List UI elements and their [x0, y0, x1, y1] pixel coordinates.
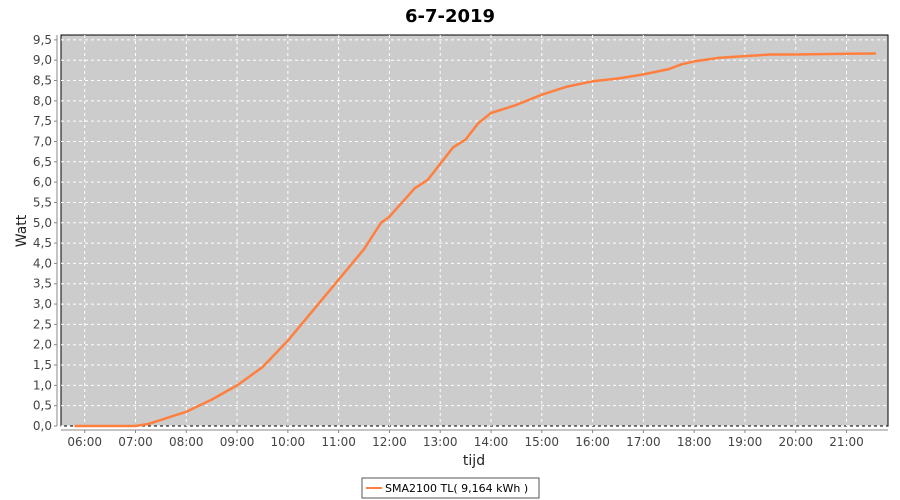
x-tick-label: 08:00: [169, 435, 204, 449]
y-tick-label: 4,0: [33, 256, 52, 270]
y-tick-label: 5,5: [33, 195, 52, 209]
legend: SMA2100 TL( 9,164 kWh ): [361, 477, 540, 499]
x-tick-label: 07:00: [118, 435, 153, 449]
y-tick-label: 0,0: [33, 419, 52, 433]
y-tick-label: 8,5: [33, 74, 52, 88]
series-line: [74, 52, 877, 428]
y-tick-label: 7,5: [33, 114, 52, 128]
x-tick-label: 06:00: [67, 435, 102, 449]
y-tick-label: 5,0: [33, 216, 52, 230]
y-tick-label: 2,5: [33, 317, 52, 331]
legend-label: SMA2100 TL( 9,164 kWh ): [385, 482, 528, 495]
y-tick-label: 9,0: [33, 53, 52, 67]
x-tick-label: 12:00: [372, 435, 407, 449]
y-tick-label: 6,5: [33, 155, 52, 169]
x-tick-label: 09:00: [220, 435, 255, 449]
y-tick-label: 0,5: [33, 399, 52, 413]
x-tick-label: 16:00: [575, 435, 610, 449]
y-tick-label: 9,5: [33, 33, 52, 47]
y-tick-label: 7,0: [33, 134, 52, 148]
x-tick-label: 15:00: [524, 435, 559, 449]
x-tick-label: 17:00: [626, 435, 661, 449]
x-tick-label: 14:00: [474, 435, 509, 449]
y-tick-label: 4,5: [33, 236, 52, 250]
y-axis: 0,0 0,5 1,0 1,5 2,0 2,5 3,0 3,5 4,0 4,5 5,0 5,5 6,0 6…: [33, 33, 58, 433]
chart-title: 6-7-2019: [405, 6, 495, 27]
x-tick-label: 18:00: [677, 435, 712, 449]
x-axis-label: tijd: [463, 453, 485, 469]
x-tick-label: 13:00: [423, 435, 458, 449]
y-tick-label: 1,0: [33, 378, 52, 392]
series-layer: [74, 52, 877, 428]
x-tick-label: 10:00: [271, 435, 306, 449]
y-axis-label: Watt: [14, 214, 30, 247]
y-tick-label: 3,5: [33, 277, 52, 291]
x-tick-label: 21:00: [829, 435, 864, 449]
x-tick-label: 19:00: [728, 435, 763, 449]
y-tick-label: 1,5: [33, 358, 52, 372]
legend-box: [361, 477, 540, 499]
x-axis: 06:00 07:00 08:00 09:00 10:00 11:00 12:00 13:00…: [61, 429, 888, 449]
plot-area: [60, 34, 889, 427]
y-tick-label: 6,0: [33, 175, 52, 189]
y-tick-label: 2,0: [33, 338, 52, 352]
x-tick-label: 20:00: [778, 435, 813, 449]
x-tick-label: 11:00: [321, 435, 356, 449]
grid: [61, 35, 888, 427]
y-tick-label: 8,0: [33, 94, 52, 108]
y-tick-label: 3,0: [33, 297, 52, 311]
